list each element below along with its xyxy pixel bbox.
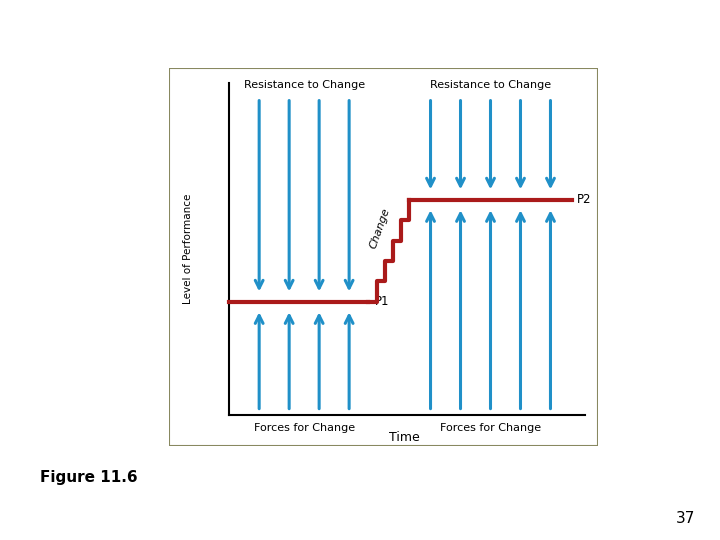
Text: Resistance to Change: Resistance to Change — [430, 79, 551, 90]
Text: Level of Performance: Level of Performance — [184, 194, 194, 304]
Text: Forces for Change: Forces for Change — [440, 423, 541, 434]
Text: 37: 37 — [675, 511, 695, 526]
Text: Time: Time — [390, 430, 420, 444]
Bar — [169, 68, 598, 446]
Text: Figure 11.6: Figure 11.6 — [40, 470, 138, 485]
Text: P2: P2 — [577, 193, 592, 206]
Text: Forces for Change: Forces for Change — [253, 423, 355, 434]
Text: P1: P1 — [375, 295, 390, 308]
Text: Lewin’s Force-Field Theory of Change: Lewin’s Force-Field Theory of Change — [18, 35, 662, 64]
Text: Change: Change — [369, 206, 392, 250]
Text: Resistance to Change: Resistance to Change — [243, 79, 365, 90]
